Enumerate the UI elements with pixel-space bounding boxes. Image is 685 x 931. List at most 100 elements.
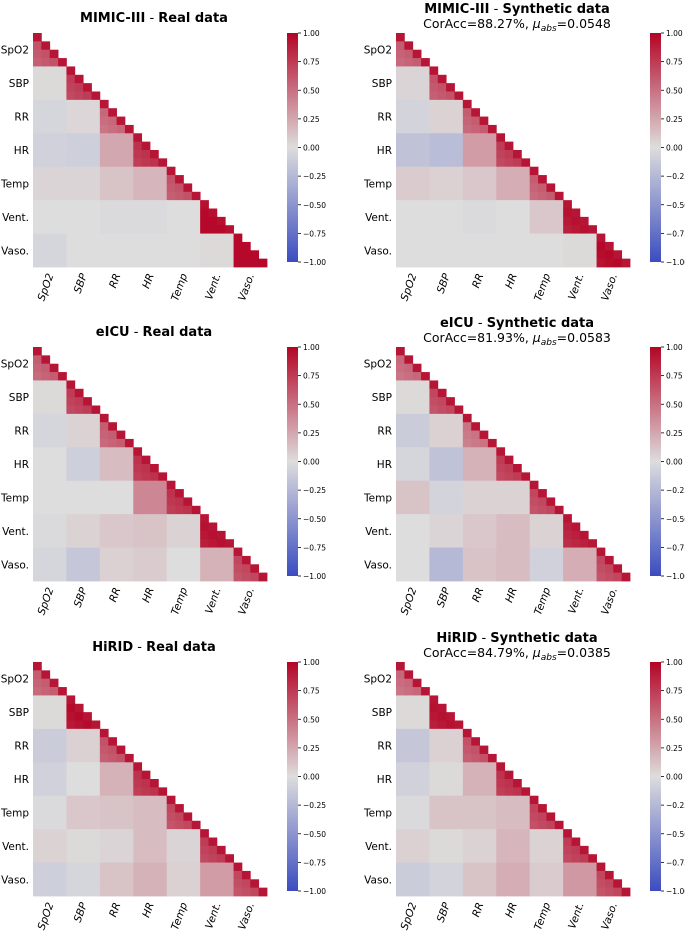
heatmap-cell [99, 225, 109, 234]
heatmap-cell [116, 472, 126, 482]
heatmap-cell [158, 539, 168, 548]
heatmap-cell [404, 438, 414, 448]
heatmap-cell [124, 787, 134, 797]
heatmap-cell [233, 258, 243, 268]
heatmap-cell [513, 480, 522, 490]
heatmap-cell [49, 728, 59, 738]
heatmap-cell [49, 49, 59, 59]
heatmap-cell [83, 762, 92, 772]
heatmap-cell [396, 83, 405, 92]
heatmap-cell [83, 779, 92, 788]
heatmap-cell [83, 175, 92, 184]
heatmap-cell [412, 430, 422, 440]
heatmap-cell [200, 854, 209, 863]
heatmap-cell [404, 522, 414, 532]
heatmap-cell [437, 779, 447, 788]
heatmap-cell [437, 745, 447, 755]
heatmap-cell [183, 829, 193, 838]
heatmap-cell [396, 133, 405, 143]
heatmap-cell [554, 225, 564, 234]
heatmap-cell [158, 547, 168, 557]
heatmap-cell [471, 422, 480, 431]
heatmap-cell [74, 83, 84, 92]
heatmap-cell [83, 820, 92, 830]
heatmap-cell [454, 770, 464, 780]
heatmap-cell [58, 455, 67, 465]
heatmap-cell [554, 564, 564, 574]
heatmap-cell [588, 241, 597, 251]
heatmap-cell [621, 258, 631, 268]
heatmap-cell [462, 753, 472, 763]
y-tick-label: Vent. [365, 841, 392, 853]
heatmap-cell [141, 183, 151, 193]
heatmap-cell [579, 241, 589, 251]
heatmap-cell [396, 49, 405, 59]
colorbar-tick-label: −0.75 [303, 858, 326, 867]
y-tick-label: SBP [9, 392, 29, 404]
heatmap-cell [471, 870, 480, 880]
heatmap-cell [396, 66, 405, 76]
heatmap-cell [191, 887, 201, 897]
heatmap-cell [116, 862, 126, 872]
heatmap-cell [529, 572, 539, 582]
heatmap-cell [41, 158, 51, 168]
heatmap-cell [404, 812, 414, 822]
heatmap-cell [579, 233, 589, 243]
heatmap-cell [83, 241, 92, 251]
heatmap-cell [58, 762, 67, 772]
heatmap-cell [504, 200, 514, 209]
heatmap-cell [33, 208, 42, 218]
heatmap-cell [513, 208, 522, 218]
heatmap-cell [91, 720, 101, 730]
heatmap-cell [437, 74, 447, 84]
y-tick-label: SBP [372, 78, 392, 90]
heatmap-cell [99, 108, 109, 117]
heatmap-cell [233, 241, 243, 251]
heatmap-cell [116, 854, 126, 863]
heatmap-cell [74, 879, 84, 889]
heatmap-cell [233, 572, 243, 582]
y-tick-label: HR [377, 774, 392, 786]
heatmap-cell [571, 233, 581, 243]
heatmap-cell [58, 695, 67, 705]
heatmap-cell [116, 166, 126, 176]
heatmap-cell [150, 166, 159, 176]
heatmap-cell [49, 555, 59, 565]
heatmap-cell [412, 887, 422, 897]
heatmap-cell [116, 464, 126, 473]
heatmap-cell [429, 539, 439, 548]
x-tick-label: HR [140, 586, 156, 604]
heatmap-cell [166, 879, 176, 889]
heatmap-cell [74, 141, 84, 151]
panel-title: eICU - Synthetic data [440, 316, 594, 331]
heatmap-cell [99, 99, 109, 109]
heatmap-cell [58, 464, 67, 473]
heatmap-cell [58, 83, 67, 92]
heatmap-cell [225, 870, 234, 880]
x-tick-label: Vaso. [236, 901, 257, 931]
heatmap-cell [421, 795, 430, 805]
heatmap-cell [74, 158, 84, 168]
colorbar-tick-label: 0.75 [666, 687, 683, 696]
heatmap-cell [58, 845, 67, 855]
colorbar [287, 33, 298, 262]
heatmap-cell [412, 547, 422, 557]
heatmap-cell [66, 447, 76, 457]
heatmap-cell [446, 539, 455, 548]
heatmap-cell [604, 887, 614, 897]
heatmap-cell [49, 770, 59, 780]
heatmap-cell [404, 241, 414, 251]
heatmap-cell [496, 250, 506, 260]
heatmap-cell [396, 191, 405, 201]
heatmap-cell [396, 150, 405, 159]
heatmap-cell [150, 183, 159, 193]
heatmap-cell [421, 241, 430, 251]
heatmap-cell [513, 200, 522, 209]
heatmap-cell [83, 191, 92, 201]
colorbar-tick-label: −1.00 [303, 887, 326, 896]
heatmap-cell [437, 158, 447, 168]
heatmap-cell [487, 887, 497, 897]
heatmap-cell [49, 388, 59, 398]
heatmap-cell [588, 539, 597, 548]
heatmap-cell [183, 820, 193, 830]
